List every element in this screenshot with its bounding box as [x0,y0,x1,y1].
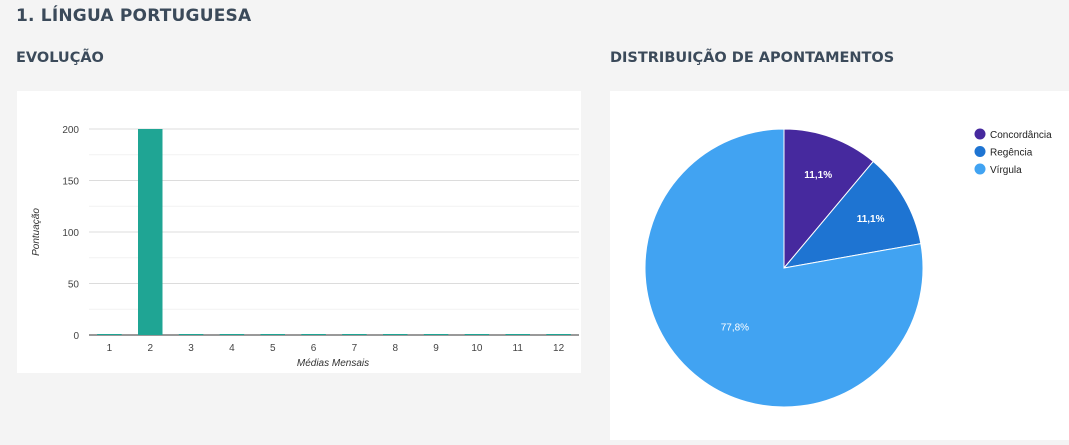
x-axis-title: Médias Mensais [297,358,369,369]
y-tick-label: 50 [68,280,80,291]
x-tick-label: 7 [352,343,358,354]
x-tick-label: 2 [147,343,153,354]
bar[interactable] [464,334,490,335]
y-tick-label: 200 [62,125,79,136]
x-tick-label: 11 [513,343,524,354]
x-tick-label: 6 [311,343,317,354]
x-tick-label: 12 [553,343,565,354]
legend-marker [974,163,986,175]
bar[interactable] [301,334,326,335]
legend-marker [974,128,986,140]
slice-value-label: 11,1% [857,214,885,225]
bar[interactable] [342,334,367,335]
x-tick-label: 10 [471,343,483,354]
bar[interactable] [546,334,571,335]
bar[interactable] [219,334,245,335]
bar[interactable] [383,334,408,335]
distribution-chart-panel: 11,1% 11,1% 77,8% Concordância Regência Vírgu… [610,91,1069,440]
bar[interactable] [178,334,204,335]
bar[interactable] [505,334,531,335]
pie-slice[interactable] [644,128,924,408]
section-title-distribution: DISTRIBUIÇÃO DE APONTAMENTOS [610,50,895,66]
legend-label: Concordância [990,130,1052,141]
legend-label: Regência [990,148,1033,159]
pie-slice[interactable] [782,160,922,269]
y-tick-label: 0 [73,331,79,342]
bar[interactable] [138,129,163,335]
y-tick-label: 100 [62,228,79,239]
legend-label: Vírgula [990,165,1022,176]
x-tick-label: 5 [270,343,276,354]
x-tick-label: 1 [107,343,113,354]
bar[interactable] [423,334,449,335]
x-tick-label: 3 [188,343,194,354]
x-tick-label: 8 [392,343,398,354]
slice-value-label: 11,1% [804,170,832,181]
section-title-evolution: EVOLUÇÃO [16,50,104,66]
y-axis-title: Pontuação [31,208,42,256]
legend-marker [974,146,986,157]
y-tick-label: 150 [62,177,79,188]
x-tick-label: 9 [433,343,439,354]
slice-value-label: 77,8% [721,323,749,334]
bar[interactable] [260,334,286,335]
distribution-pie-chart: 11,1% 11,1% 77,8% Concordância Regência Vírgu… [644,128,1052,408]
bar[interactable] [97,334,122,335]
x-tick-label: 4 [229,343,235,354]
pie-slice[interactable] [783,128,874,270]
page-title: 1. LÍNGUA PORTUGUESA [16,6,252,26]
evolution-chart-panel: 0 50 100 150 200 1 2 3 4 5 6 7 8 9 10 11 12 Médias Mensai… [17,91,581,373]
